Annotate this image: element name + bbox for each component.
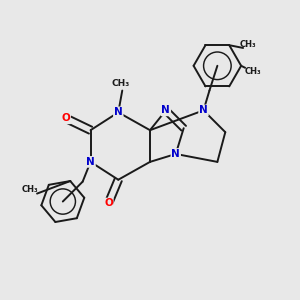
Text: CH₃: CH₃ [111, 79, 129, 88]
Text: CH₃: CH₃ [240, 40, 256, 50]
Text: N: N [199, 105, 208, 116]
Text: CH₃: CH₃ [22, 185, 38, 194]
Text: N: N [171, 149, 180, 159]
Text: CH₃: CH₃ [245, 67, 261, 76]
Text: O: O [104, 199, 113, 208]
Text: N: N [114, 107, 123, 117]
Text: N: N [161, 105, 170, 116]
Text: O: O [61, 113, 70, 123]
Text: N: N [86, 157, 95, 167]
